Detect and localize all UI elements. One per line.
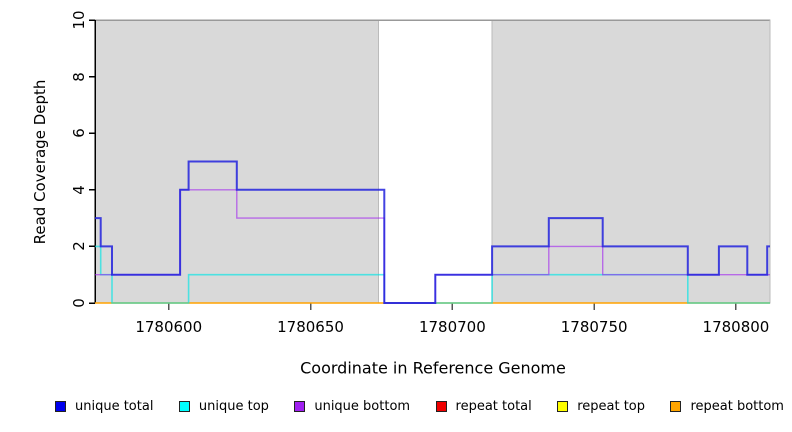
- x-axis-title: Coordinate in Reference Genome: [300, 358, 566, 378]
- y-tick-label: 6: [70, 128, 88, 138]
- legend-item-repeat-total: repeat total: [435, 399, 532, 414]
- y-tick-label: 8: [70, 71, 88, 82]
- y-tick-label: 4: [70, 185, 88, 195]
- legend-label: repeat bottom: [690, 399, 784, 414]
- y-tick-label: 10: [70, 10, 88, 30]
- legend-swatch-unique-bottom: [294, 401, 306, 412]
- legend-swatch-unique-total: [55, 401, 66, 412]
- legend-label: unique top: [198, 399, 269, 414]
- y-tick-label: 2: [70, 241, 88, 252]
- legend-item-unique-top: unique top: [178, 399, 269, 414]
- legend-swatch-repeat-total: [435, 401, 447, 412]
- legend-label: repeat total: [455, 399, 532, 414]
- legend-item-repeat-top: repeat top: [557, 399, 645, 414]
- x-tick-label: 1780650: [277, 318, 344, 336]
- y-tick-label: 0: [70, 298, 88, 308]
- legend-item-repeat-bottom: repeat bottom: [670, 399, 784, 414]
- x-tick-label: 1780800: [702, 318, 770, 336]
- x-tick-label: 1780700: [418, 318, 486, 336]
- legend-swatch-repeat-bottom: [670, 401, 682, 412]
- x-tick-label: 1780750: [560, 318, 628, 336]
- legend-item-unique-total: unique total: [55, 399, 153, 414]
- legend-swatch-unique-top: [178, 401, 190, 412]
- x-tick-label: 1780600: [135, 318, 203, 336]
- legend-swatch-repeat-top: [557, 401, 569, 412]
- legend-label: unique bottom: [314, 399, 411, 414]
- legend: unique total unique top unique bottom repea…: [55, 399, 784, 414]
- legend-label: repeat top: [577, 399, 645, 414]
- legend-label: unique total: [75, 399, 154, 414]
- legend-item-unique-bottom: unique bottom: [294, 399, 410, 414]
- y-axis-title: Read Coverage Depth: [31, 79, 49, 245]
